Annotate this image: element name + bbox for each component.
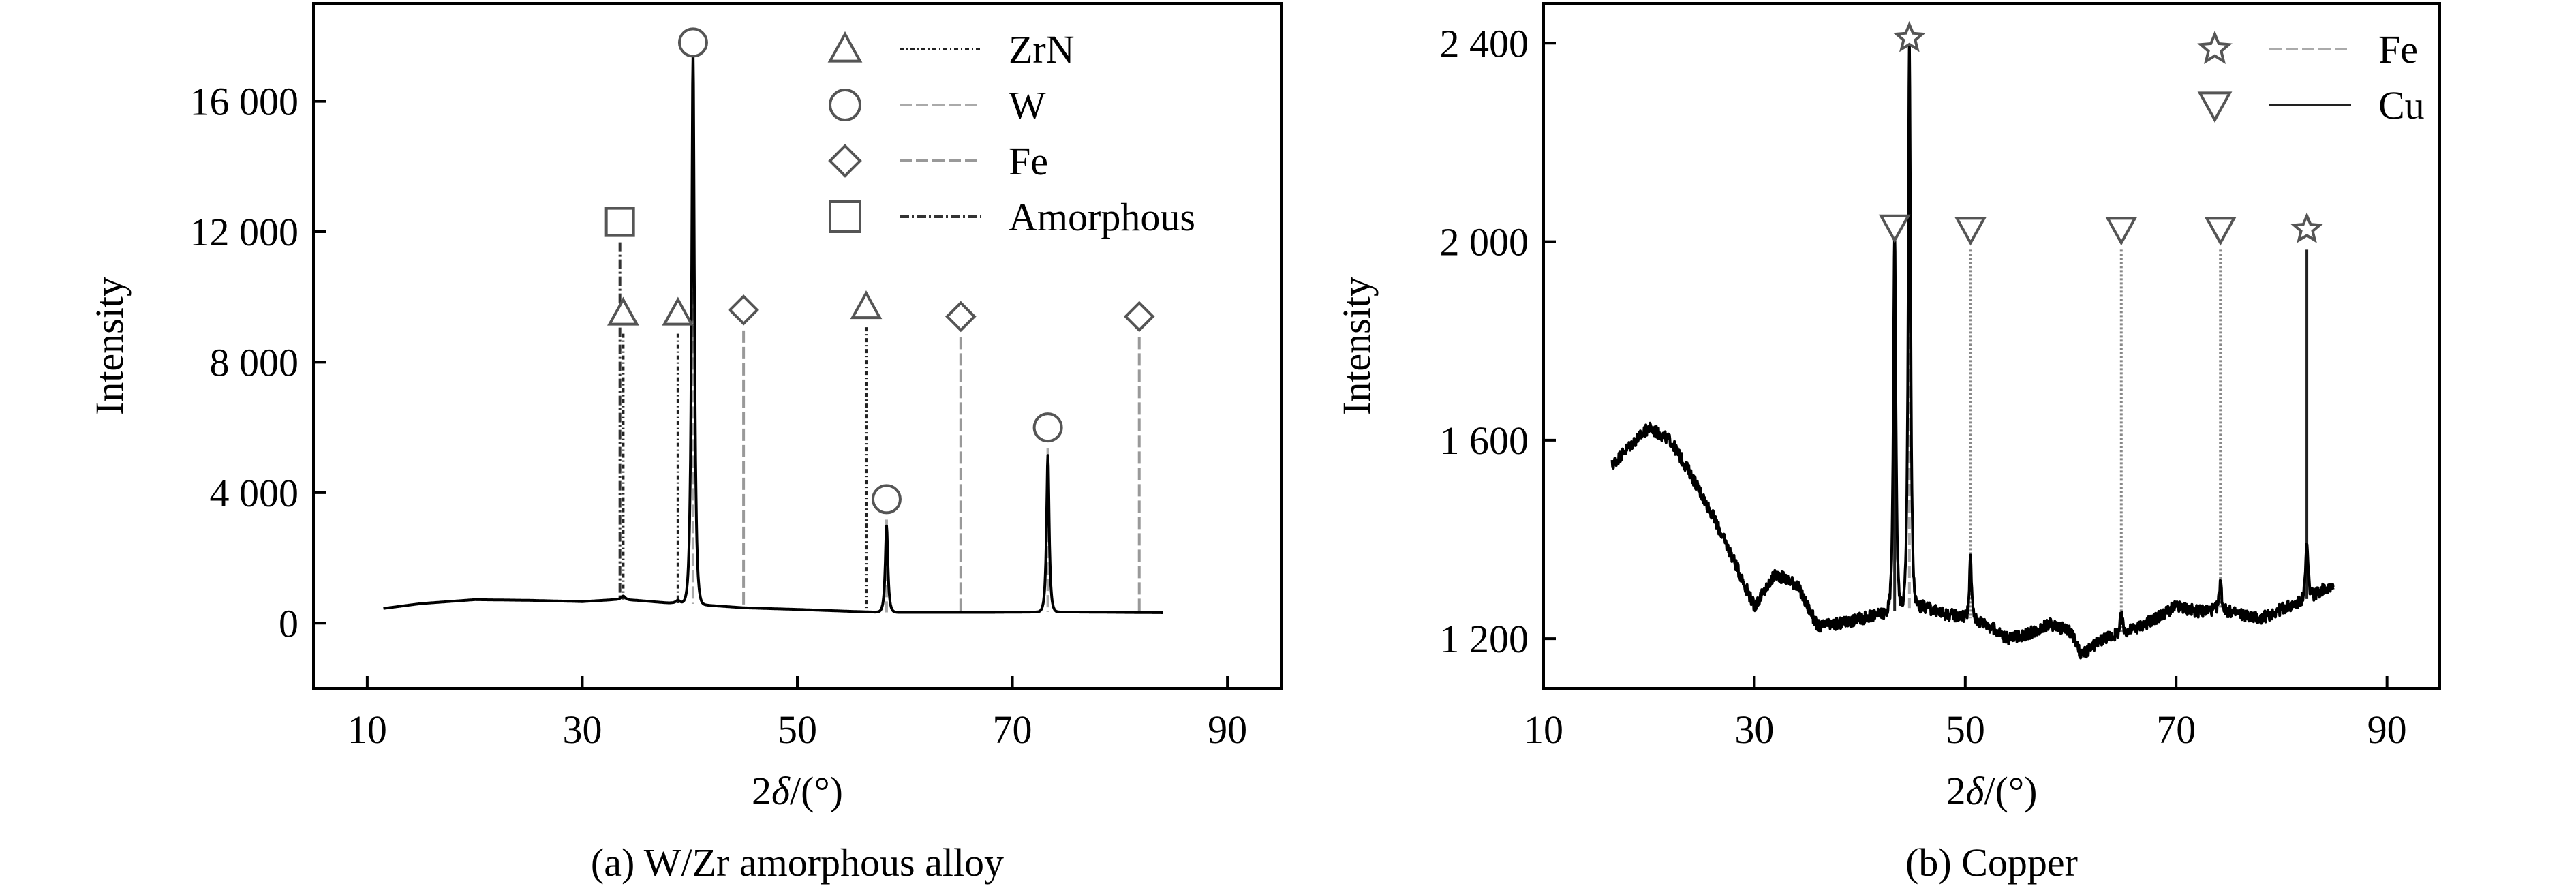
legend-label: Fe <box>1009 139 1048 183</box>
x-tick-label: 70 <box>993 707 1032 752</box>
y-tick-label: 2 400 <box>1440 21 1529 65</box>
peak-marker-diamond <box>728 294 759 326</box>
y-tick-label: 8 000 <box>210 340 299 384</box>
x-axis-title: 2δ/(°) <box>1946 769 2038 813</box>
plot-frame <box>1542 2 2441 690</box>
peak-marker-star <box>1892 20 1926 52</box>
peak-marker-triangle-up <box>607 296 639 326</box>
legend-label: Fe <box>2378 27 2418 72</box>
legend-marker-diamond <box>828 144 862 178</box>
peak-marker-circle <box>677 27 708 58</box>
y-tick-label: 1 600 <box>1440 418 1529 463</box>
legend-marker-square <box>829 200 861 233</box>
legend-label: Cu <box>2378 83 2425 127</box>
plot-frame <box>312 2 1283 690</box>
x-tick-label: 10 <box>348 707 387 752</box>
x-tick-label: 50 <box>1946 707 1985 752</box>
peak-marker-circle <box>871 484 902 515</box>
legend-marker-star <box>2197 30 2233 65</box>
figure-caption: (b) Copper <box>1905 840 2078 885</box>
x-tick-label: 30 <box>562 707 602 752</box>
peak-marker-triangle-down <box>2105 217 2138 246</box>
x-tick-label: 70 <box>2156 707 2196 752</box>
legend-marker-circle <box>829 89 861 121</box>
peak-marker-triangle-down <box>1954 217 1987 246</box>
legend-label: Amorphous <box>1009 195 1195 239</box>
y-tick-label: 0 <box>279 601 298 645</box>
legend-marker-triangle-down <box>2197 91 2233 123</box>
y-axis-title: Intensity <box>1334 277 1379 415</box>
peak-marker-triangle-up <box>662 296 694 326</box>
peak-marker-triangle-down <box>1878 214 1911 243</box>
peak-marker-triangle-up <box>850 290 883 320</box>
peak-marker-diamond <box>945 301 977 333</box>
x-tick-label: 90 <box>2367 707 2407 752</box>
chart-panel-a: 10 30 50 70 90 0 4 000 8 000 12 000 16 000 2δ/(°) I… <box>87 2 1283 885</box>
x-axis-title: 2δ/(°) <box>752 769 843 813</box>
peak-marker-square <box>604 207 635 237</box>
y-axis-title: Intensity <box>87 277 132 415</box>
data-series-line <box>1610 35 2335 660</box>
peak-marker-circle <box>1032 412 1063 443</box>
chart-panel-b: 10 30 50 70 90 1 200 1 600 2 000 2 400 2δ/(°) Inte… <box>1334 2 2441 885</box>
y-tick-label: 2 000 <box>1440 220 1529 264</box>
y-tick-label: 12 000 <box>190 210 299 254</box>
y-tick-label: 4 000 <box>210 471 299 515</box>
y-tick-label: 16 000 <box>190 80 299 124</box>
x-tick-label: 90 <box>1208 707 1247 752</box>
figure-caption: (a) W/Zr amorphous alloy <box>591 840 1004 885</box>
legend-marker-triangle-up <box>827 31 863 63</box>
x-tick-label: 50 <box>778 707 817 752</box>
peak-marker-diamond <box>1123 301 1155 333</box>
x-tick-label: 30 <box>1734 707 1774 752</box>
y-tick-label: 1 200 <box>1440 617 1529 661</box>
legend-label: ZrN <box>1009 27 1075 72</box>
legend-label: W <box>1009 83 1046 127</box>
peak-marker-triangle-down <box>2204 217 2237 246</box>
data-series-line <box>382 48 1164 614</box>
peak-marker-star <box>2290 212 2324 243</box>
x-tick-label: 10 <box>1524 707 1563 752</box>
